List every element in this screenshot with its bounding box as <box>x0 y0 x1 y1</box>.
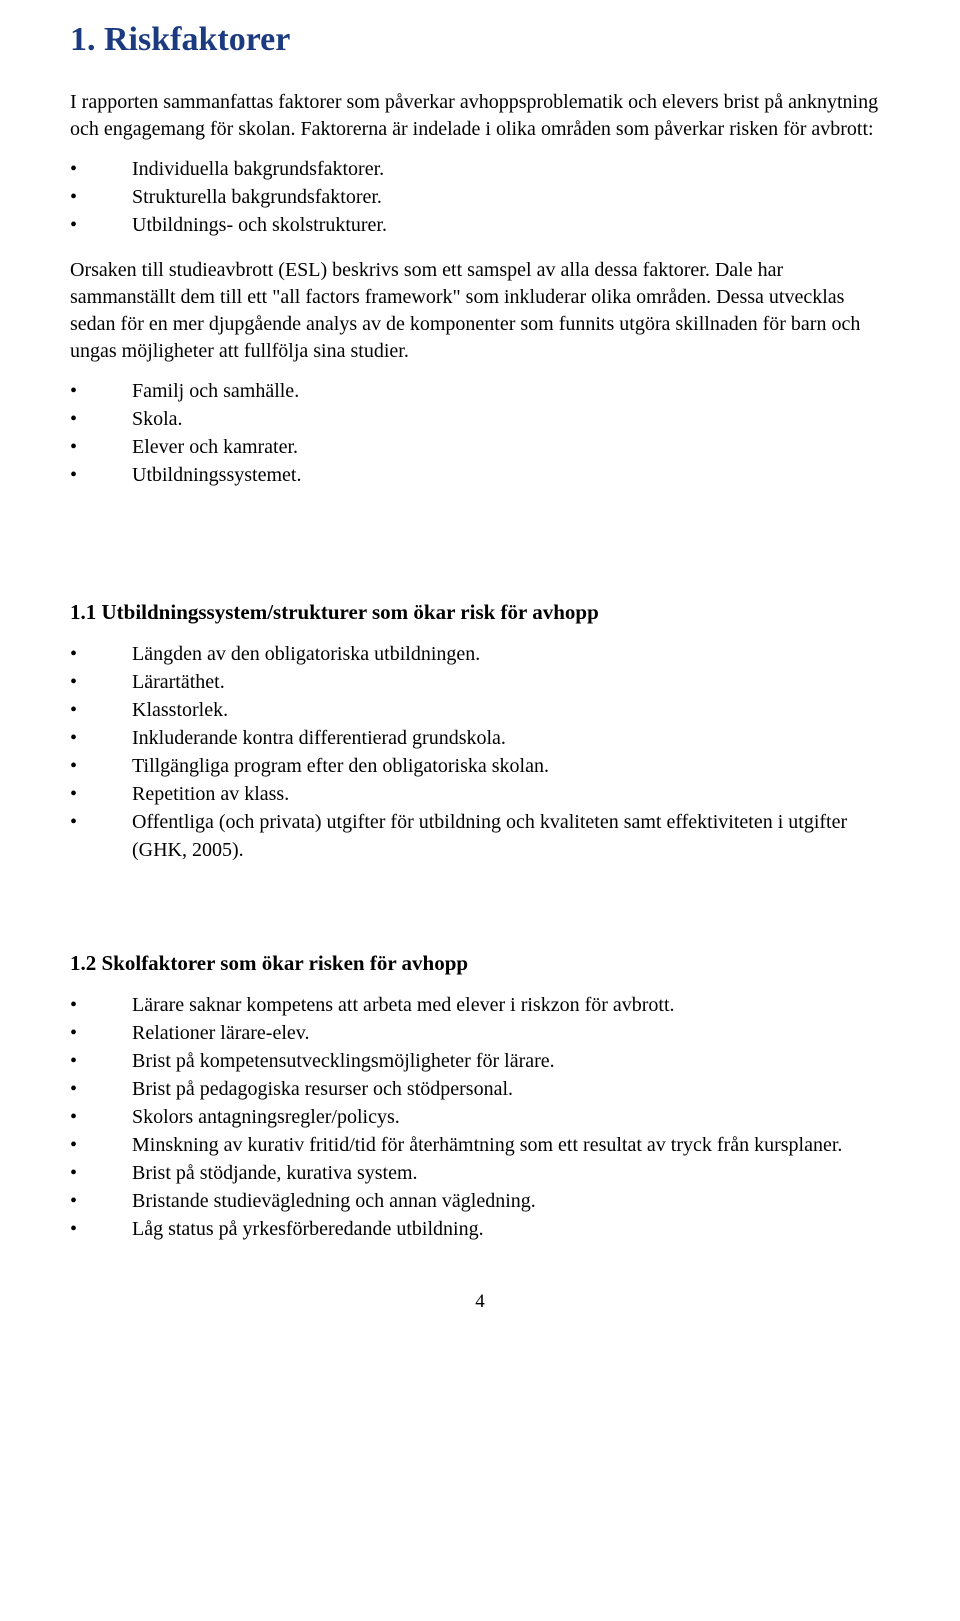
intro-paragraph-1: I rapporten sammanfattas faktorer som på… <box>70 89 890 143</box>
intro-paragraph-2: Orsaken till studieavbrott (ESL) beskriv… <box>70 257 890 365</box>
list-item: Brist på stödjande, kurativa system. <box>70 1159 890 1187</box>
list-item: Lärartäthet. <box>70 668 890 696</box>
subheading-1-1: 1.1 Utbildningssystem/strukturer som öka… <box>70 599 890 626</box>
main-heading: 1. Riskfaktorer <box>70 20 890 61</box>
list-item: Relationer lärare-elev. <box>70 1019 890 1047</box>
list-item: Familj och samhälle. <box>70 377 890 405</box>
list-item: Låg status på yrkesförberedande utbildni… <box>70 1215 890 1243</box>
list-item: Utbildningssystemet. <box>70 461 890 489</box>
list-item: Repetition av klass. <box>70 780 890 808</box>
list-item: Brist på kompetensutvecklingsmöjligheter… <box>70 1047 890 1075</box>
spacer <box>70 507 890 551</box>
list-item: Inkluderande kontra differentierad grund… <box>70 724 890 752</box>
factor-areas-list: Individuella bakgrundsfaktorer. Struktur… <box>70 155 890 239</box>
education-system-risk-list: Längden av den obligatoriska utbildninge… <box>70 640 890 864</box>
page-number: 4 <box>70 1291 890 1313</box>
list-item: Minskning av kurativ fritid/tid för åter… <box>70 1131 890 1159</box>
subheading-1-2: 1.2 Skolfaktorer som ökar risken för avh… <box>70 950 890 977</box>
framework-areas-list: Familj och samhälle. Skola. Elever och k… <box>70 377 890 489</box>
school-factors-risk-list: Lärare saknar kompetens att arbeta med e… <box>70 991 890 1243</box>
spacer <box>70 882 890 902</box>
list-item: Lärare saknar kompetens att arbeta med e… <box>70 991 890 1019</box>
list-item: Individuella bakgrundsfaktorer. <box>70 155 890 183</box>
list-item: Strukturella bakgrundsfaktorer. <box>70 183 890 211</box>
list-item: Tillgängliga program efter den obligator… <box>70 752 890 780</box>
list-item: Bristande studievägledning och annan väg… <box>70 1187 890 1215</box>
list-item: Skolors antagningsregler/policys. <box>70 1103 890 1131</box>
document-page: 1. Riskfaktorer I rapporten sammanfattas… <box>0 0 960 1353</box>
list-item: Längden av den obligatoriska utbildninge… <box>70 640 890 668</box>
list-item: Elever och kamrater. <box>70 433 890 461</box>
list-item: Klasstorlek. <box>70 696 890 724</box>
list-item: Offentliga (och privata) utgifter för ut… <box>70 808 890 864</box>
list-item: Skola. <box>70 405 890 433</box>
list-item: Brist på pedagogiska resurser och stödpe… <box>70 1075 890 1103</box>
list-item: Utbildnings- och skolstrukturer. <box>70 211 890 239</box>
